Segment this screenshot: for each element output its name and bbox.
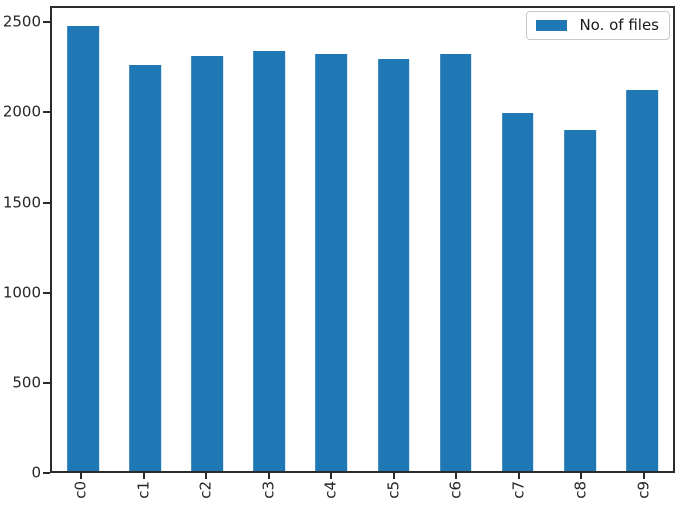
x-tick-mark xyxy=(205,473,208,479)
x-tick-mark xyxy=(580,473,583,479)
bar-c3 xyxy=(253,50,286,471)
bar-c6 xyxy=(439,54,472,471)
x-axis-labels: c0 c1 c2 c3 c4 c5 c6 c7 c8 c9 xyxy=(50,481,675,507)
y-tick-label: 1500 xyxy=(2,193,41,212)
x-tick-mark xyxy=(142,473,145,479)
x-tick-label-c7: c7 xyxy=(509,481,528,499)
y-tick-label: 0 xyxy=(31,463,41,482)
x-tick-mark xyxy=(267,473,270,479)
plot-area: No. of files xyxy=(50,6,675,473)
x-tick-mark xyxy=(80,473,83,479)
x-tick-label-c5: c5 xyxy=(384,481,403,499)
bar-c1 xyxy=(129,65,161,471)
legend-swatch-icon xyxy=(536,19,568,31)
y-axis-tick-marks xyxy=(43,6,50,474)
x-tick-label-c9: c9 xyxy=(634,481,653,499)
y-tick-mark xyxy=(43,21,50,24)
bar-c9 xyxy=(626,90,658,471)
x-tick-mark xyxy=(330,473,333,479)
bar-c2 xyxy=(191,56,224,471)
x-tick-mark xyxy=(642,473,645,479)
x-tick-label-c0: c0 xyxy=(71,481,90,499)
x-tick-label-c8: c8 xyxy=(571,481,590,499)
y-tick-label: 500 xyxy=(12,373,41,392)
bar-c8 xyxy=(564,129,596,471)
bar-c5 xyxy=(377,58,410,471)
bar-c7 xyxy=(501,113,534,471)
x-tick-label-c3: c3 xyxy=(259,481,278,499)
legend: No. of files xyxy=(526,11,670,40)
legend-label: No. of files xyxy=(579,16,659,34)
y-axis-labels: 0 500 1000 1500 2000 2500 xyxy=(0,6,41,480)
y-tick-label: 1000 xyxy=(2,283,41,302)
x-tick-label-c4: c4 xyxy=(321,481,340,499)
y-tick-mark xyxy=(43,111,50,114)
x-tick-mark xyxy=(517,473,520,479)
y-tick-mark xyxy=(43,291,50,294)
x-tick-mark xyxy=(392,473,395,479)
y-tick-mark xyxy=(43,381,50,384)
x-tick-label-c6: c6 xyxy=(446,481,465,499)
x-axis-tick-marks xyxy=(50,473,675,479)
bar-c4 xyxy=(315,54,348,471)
x-tick-label-c1: c1 xyxy=(134,481,153,499)
y-tick-mark xyxy=(43,201,50,204)
bar-c0 xyxy=(67,25,99,471)
x-tick-mark xyxy=(455,473,458,479)
bars-layer xyxy=(52,8,673,471)
x-tick-label-c2: c2 xyxy=(196,481,215,499)
y-tick-label: 2500 xyxy=(2,12,41,31)
y-tick-label: 2000 xyxy=(2,102,41,121)
y-tick-mark xyxy=(43,472,50,474)
